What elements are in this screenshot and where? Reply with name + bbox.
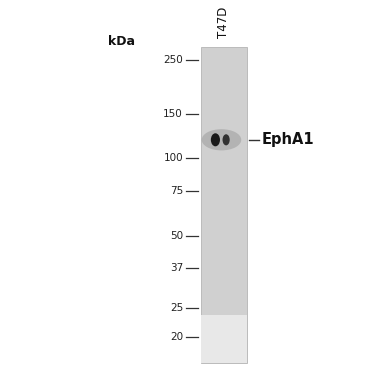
Text: 37: 37 xyxy=(170,264,183,273)
Text: EphA1: EphA1 xyxy=(262,132,315,147)
Bar xyxy=(201,315,247,363)
Text: 25: 25 xyxy=(170,303,183,313)
Text: T47D: T47D xyxy=(217,7,230,38)
Text: 250: 250 xyxy=(163,55,183,65)
Text: 20: 20 xyxy=(170,332,183,342)
Ellipse shape xyxy=(202,129,241,150)
Ellipse shape xyxy=(211,133,220,146)
Text: 50: 50 xyxy=(170,231,183,241)
Text: 150: 150 xyxy=(163,110,183,119)
Ellipse shape xyxy=(222,134,230,146)
Text: kDa: kDa xyxy=(108,35,135,48)
Bar xyxy=(201,47,247,363)
Text: 100: 100 xyxy=(164,153,183,163)
Text: 75: 75 xyxy=(170,186,183,195)
